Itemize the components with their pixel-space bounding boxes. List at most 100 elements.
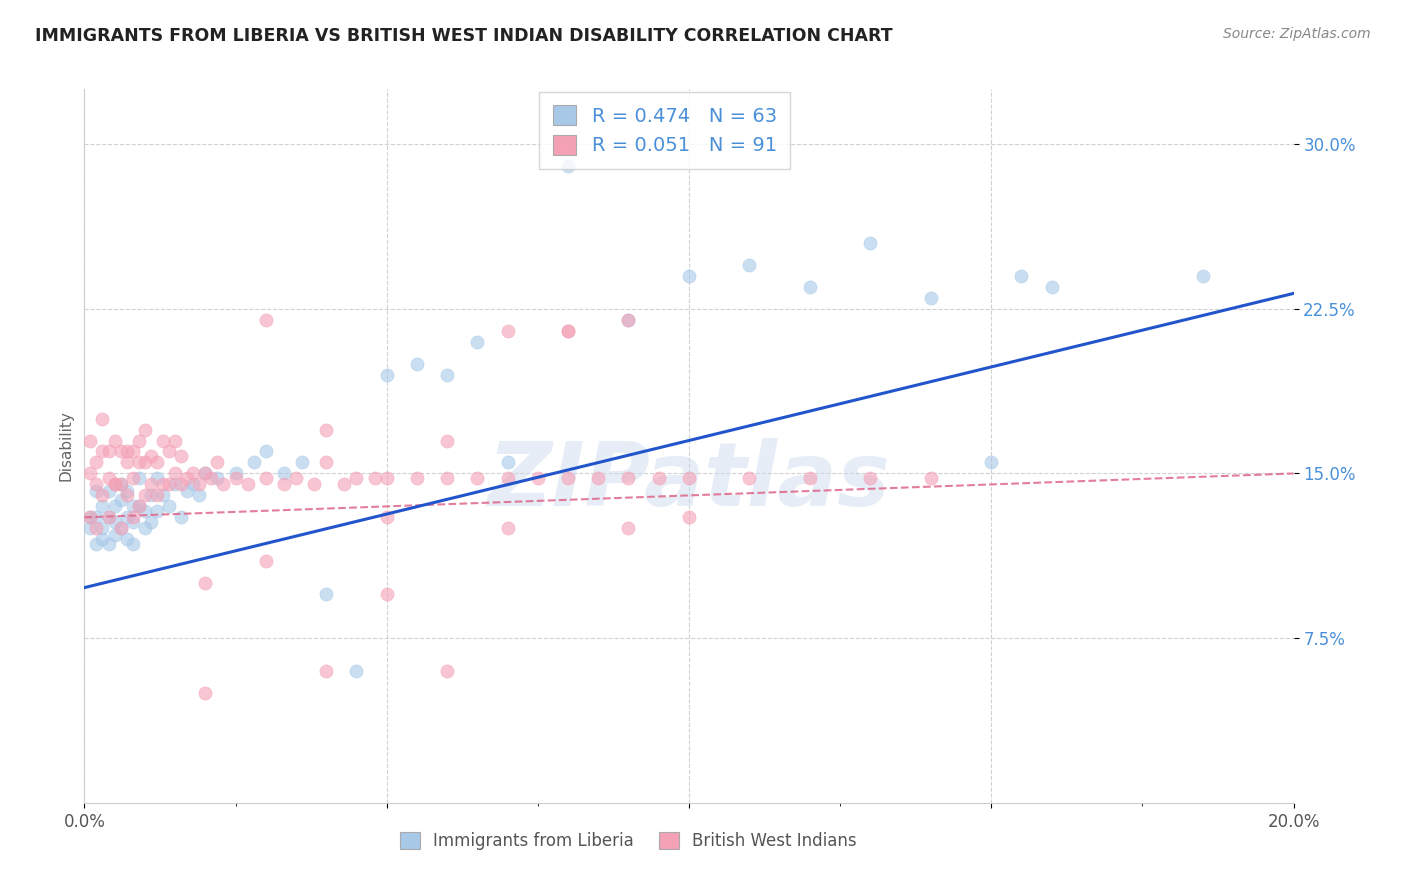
Point [273,467,295,481]
Point [134,455,156,469]
Point [104,515,127,529]
Point [188,477,211,491]
Point [104,477,127,491]
Point [194,467,217,481]
Point [176,483,198,498]
Point [254,444,277,458]
Point [200,471,222,485]
Point [194,467,217,481]
Text: IMMIGRANTS FROM LIBERIA VS BRITISH WEST INDIAN DISABILITY CORRELATION CHART: IMMIGRANTS FROM LIBERIA VS BRITISH WEST … [35,27,893,45]
Point [152,477,174,491]
Point [496,471,519,485]
Point [121,515,143,529]
Point [617,471,640,485]
Point [738,258,761,272]
Point [104,477,127,491]
Point [375,368,398,382]
Point [859,471,882,485]
Point [588,471,610,485]
Point [104,528,127,542]
Point [181,477,204,491]
Point [467,471,489,485]
Point [97,510,120,524]
Point [254,312,277,326]
Point [91,533,114,547]
Point [91,521,114,535]
Point [134,488,156,502]
Point [79,467,101,481]
Point [291,455,314,469]
Point [1011,268,1033,283]
Point [79,434,101,448]
Point [188,488,211,502]
Point [157,477,180,491]
Point [79,510,101,524]
Point [225,467,247,481]
Point [134,504,156,518]
Point [146,471,169,485]
Point [165,477,187,491]
Point [115,488,138,502]
Point [97,537,120,551]
Point [212,477,235,491]
Point [315,423,337,437]
Point [207,455,229,469]
Point [115,510,138,524]
Point [678,471,700,485]
Point [115,444,138,458]
Point [104,434,127,448]
Point [97,444,120,458]
Point [104,500,127,514]
Point [86,477,108,491]
Point [273,477,295,491]
Point [799,280,821,294]
Point [406,471,429,485]
Point [496,521,519,535]
Point [363,471,385,485]
Point [115,533,138,547]
Point [91,444,114,458]
Point [375,587,398,601]
Point [254,471,277,485]
Point [194,686,217,700]
Point [648,471,671,485]
Point [121,500,143,514]
Point [128,500,150,514]
Point [139,488,162,502]
Point [86,483,108,498]
Point [236,477,259,491]
Point [315,587,337,601]
Point [1040,280,1063,294]
Point [91,500,114,514]
Point [110,492,132,507]
Point [194,576,217,591]
Point [152,488,174,502]
Point [86,537,108,551]
Point [557,324,579,338]
Point [496,455,519,469]
Point [496,324,519,338]
Point [302,477,325,491]
Point [134,521,156,535]
Point [1192,268,1215,283]
Point [121,510,143,524]
Point [920,291,942,305]
Point [920,471,942,485]
Point [170,510,193,524]
Point [346,471,368,485]
Point [207,471,229,485]
Point [110,444,132,458]
Point [375,471,398,485]
Point [121,444,143,458]
Point [139,477,162,491]
Point [121,537,143,551]
Point [557,159,579,173]
Point [738,471,761,485]
Point [134,423,156,437]
Point [97,510,120,524]
Point [315,455,337,469]
Point [121,471,143,485]
Point [165,467,187,481]
Point [678,268,700,283]
Point [170,477,193,491]
